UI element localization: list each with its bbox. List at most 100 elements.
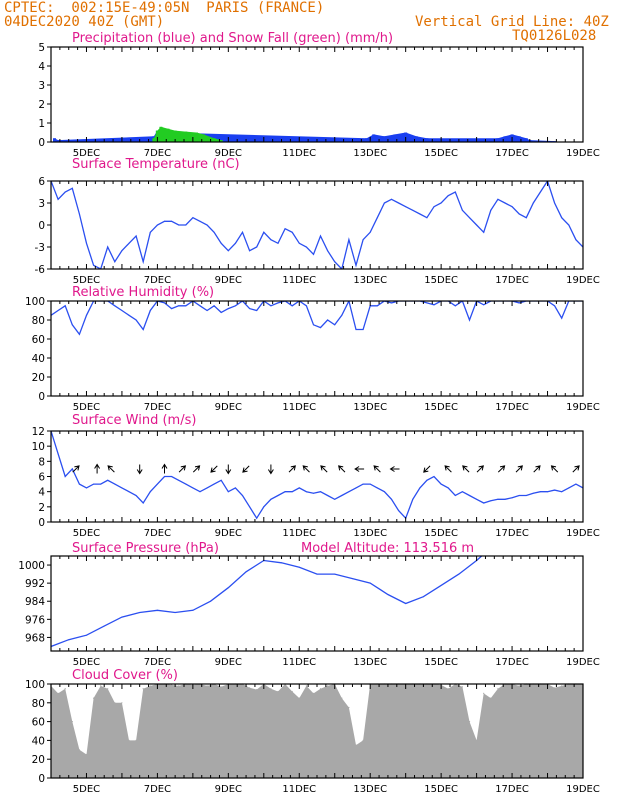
rh-point: [86, 314, 87, 316]
panel-frame-temp: [50, 180, 584, 270]
wind-point: [114, 483, 116, 485]
rh-point: [305, 305, 307, 307]
y-tick-label: 0: [38, 220, 45, 232]
wind-point: [547, 491, 548, 493]
cloud-point: [114, 702, 116, 704]
rh-point: [135, 319, 137, 321]
wind-point: [206, 487, 208, 489]
wind-point: [483, 502, 485, 504]
pressure-point: [210, 600, 212, 602]
snow-bar: [159, 126, 163, 142]
rh-point: [554, 305, 556, 307]
wind-arrow: [210, 465, 218, 473]
cloud-point: [64, 688, 66, 690]
pressure-point: [316, 573, 318, 575]
y-tick-label: 3: [38, 80, 45, 92]
cloud-point: [142, 688, 144, 690]
rain-bar: [365, 138, 369, 142]
header-code: TQ0126L028: [512, 28, 597, 44]
wind-point: [93, 483, 95, 485]
wind-point: [440, 483, 442, 485]
cloud-point: [447, 688, 449, 690]
wind-arrow: [225, 464, 232, 475]
altitude-label: Model Altitude: 113.516 m: [301, 541, 474, 556]
temp-point: [518, 213, 520, 215]
snow-bar: [173, 130, 177, 142]
wind-point: [171, 476, 173, 477]
panel-title-rh: Relative Humidity (%): [72, 285, 214, 300]
x-tick-label: 7DEC: [144, 657, 171, 668]
temp-point: [362, 239, 364, 241]
cloud-point: [270, 688, 272, 690]
wind-arrow: [302, 465, 310, 473]
cloud-point: [468, 721, 471, 723]
temp-point: [575, 239, 577, 241]
x-tick-label: 7DEC: [144, 402, 171, 413]
rh-point: [341, 314, 343, 316]
wind-point: [199, 491, 201, 493]
y-tick-label: 1000: [18, 560, 45, 572]
y-tick-label: 992: [25, 578, 45, 590]
cloud-point: [483, 692, 485, 695]
temp-point: [497, 198, 499, 200]
x-tick-label: 9DEC: [215, 275, 242, 286]
wind-point: [433, 476, 435, 477]
panel-title-precip: Precipitation (blue) and Snow Fall (gree…: [72, 31, 393, 46]
pressure-point: [405, 603, 407, 604]
temp-point: [263, 231, 265, 233]
y-tick-label: -6: [35, 264, 46, 276]
pressure-point: [86, 634, 87, 636]
x-tick-label: 17DEC: [495, 784, 529, 795]
snow-bar: [219, 140, 223, 142]
temp-point: [355, 264, 357, 266]
rh-point: [334, 324, 336, 326]
temp-point: [532, 202, 534, 204]
temp-point: [525, 217, 527, 219]
cloud-point: [461, 686, 463, 688]
y-tick-label: 80: [32, 698, 45, 710]
wind-arrow: [242, 465, 250, 473]
temp-point: [539, 191, 541, 193]
pressure-point: [458, 573, 460, 575]
temp-line: [51, 181, 583, 269]
temp-point: [405, 206, 407, 208]
temp-point: [234, 242, 236, 244]
wind-point: [320, 491, 321, 493]
rh-point: [178, 305, 180, 307]
temp-point: [284, 228, 286, 230]
rh-point: [256, 310, 258, 311]
rh-point: [469, 319, 470, 321]
pressure-point: [103, 625, 105, 627]
wind-point: [192, 487, 194, 489]
x-tick-label: 11DEC: [282, 148, 316, 159]
wind-point: [334, 498, 336, 500]
pressure-point: [121, 616, 123, 618]
wind-point: [518, 495, 520, 496]
panel-frame-precip: [50, 46, 584, 143]
temp-point: [164, 220, 165, 222]
rh-point: [64, 305, 66, 307]
wind-point: [461, 491, 463, 493]
wind-point: [362, 483, 364, 485]
rh-point: [483, 304, 485, 306]
cloud-point: [93, 697, 95, 699]
wind-point: [86, 487, 87, 489]
snow-bar: [166, 128, 170, 142]
wind-point: [412, 498, 414, 500]
y-tick-label: 3: [38, 198, 45, 210]
rain-bar: [524, 138, 528, 142]
y-tick-label: 60: [32, 717, 45, 729]
x-tick-label: 5DEC: [73, 784, 100, 795]
wind-point: [355, 487, 357, 489]
x-tick-label: 19DEC: [566, 784, 600, 795]
cloud-point: [206, 685, 208, 687]
wind-point: [149, 491, 151, 493]
x-tick-label: 17DEC: [495, 275, 529, 286]
temp-point: [391, 198, 392, 200]
panel-title-cloud: Cloud Cover (%): [72, 668, 178, 683]
rh-point: [376, 305, 378, 307]
cloud-point: [490, 697, 492, 699]
pressure-point: [227, 587, 229, 589]
wind-arrow: [136, 464, 143, 475]
wind-point: [398, 510, 400, 512]
